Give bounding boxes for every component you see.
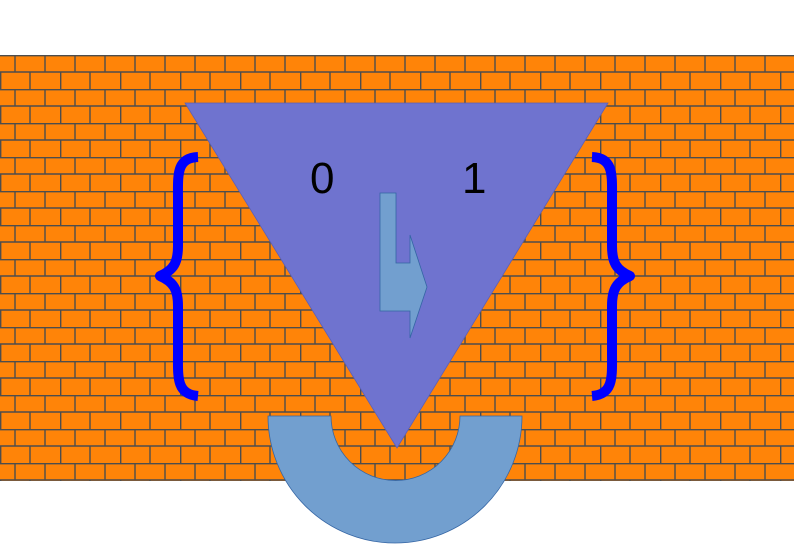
label-zero: 0 bbox=[310, 154, 334, 203]
bent-arrow bbox=[379, 192, 428, 339]
half-ring bbox=[267, 415, 523, 544]
right-curly-brace bbox=[591, 152, 635, 401]
label-one: 1 bbox=[462, 154, 486, 203]
left-curly-brace bbox=[155, 152, 199, 401]
